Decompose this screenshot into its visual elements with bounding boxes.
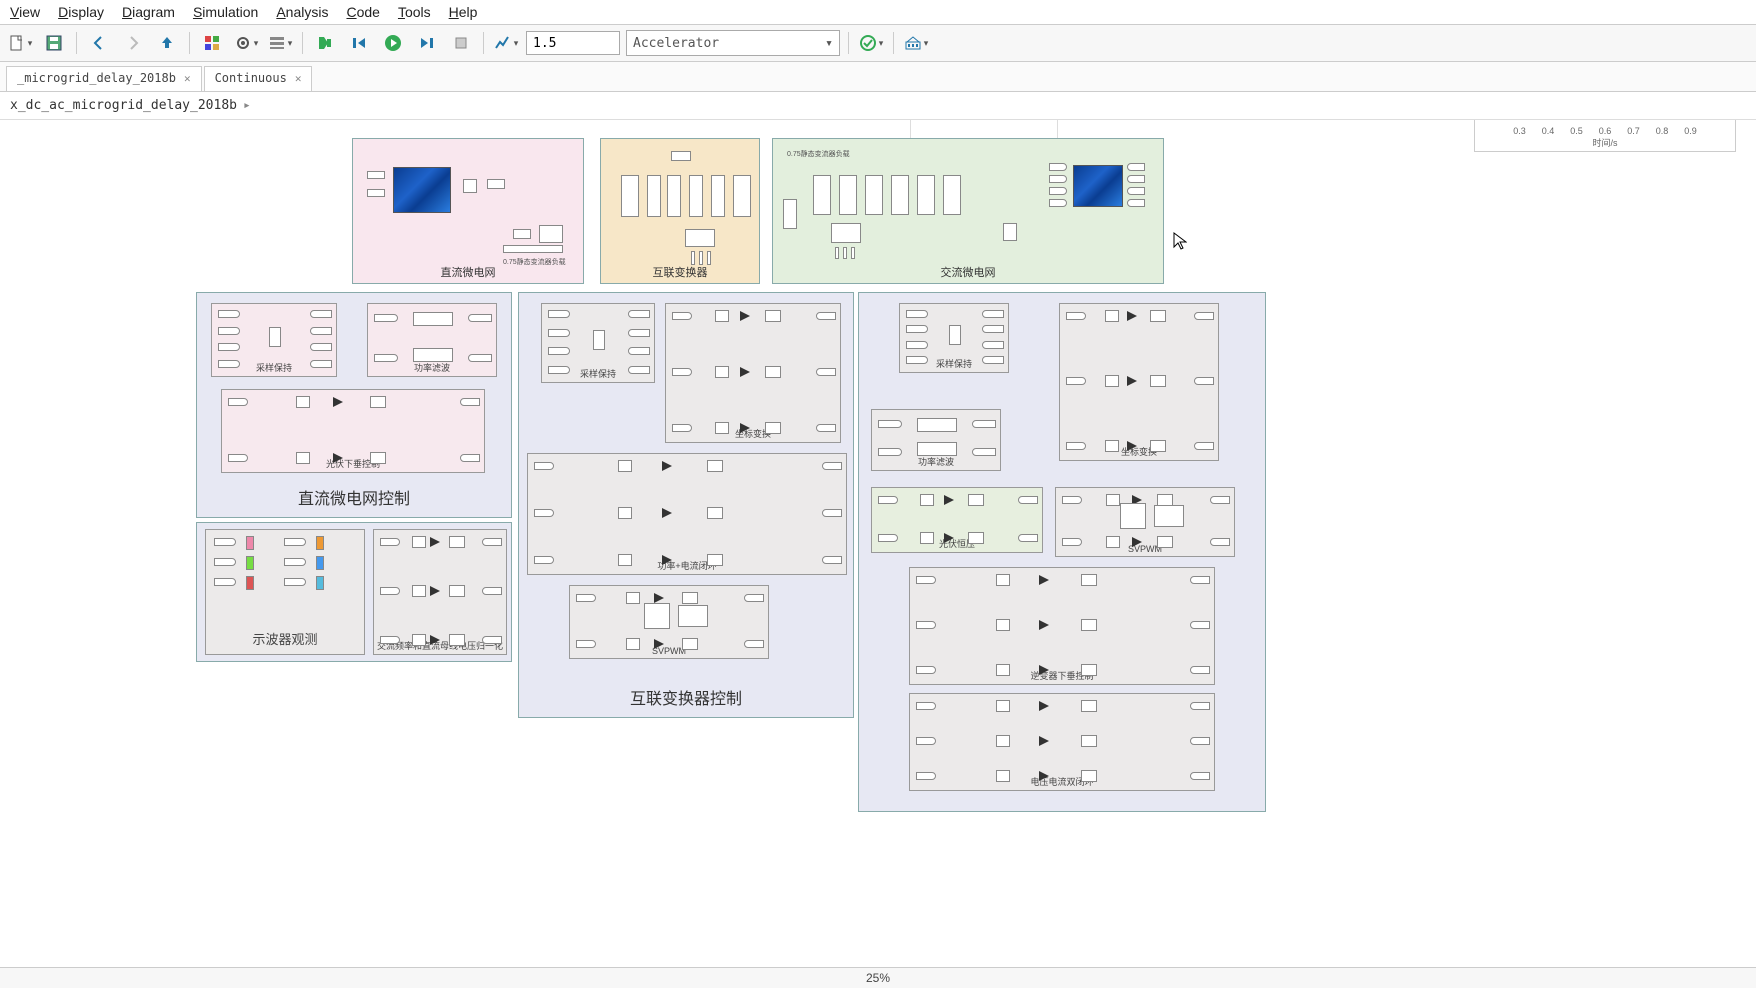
menu-view[interactable]: View <box>10 4 40 20</box>
block-label: 功率滤波 <box>872 455 1000 468</box>
tab-continuous-label: Continuous <box>215 71 287 85</box>
menu-simulation[interactable]: Simulation <box>193 4 258 20</box>
subsystem-label: 交流微电网 <box>773 264 1163 280</box>
step-forward-button[interactable] <box>413 29 441 57</box>
tab-model-label: _microgrid_delay_2018b <box>17 71 176 85</box>
block-交流频率和直流母线电压归一化[interactable]: 交流频率和直流母线电压归一化 <box>373 529 507 655</box>
model-config-button[interactable] <box>232 29 260 57</box>
scope-xlabel: 时间/s <box>1592 136 1617 149</box>
stop-button[interactable] <box>447 29 475 57</box>
back-button[interactable] <box>85 29 113 57</box>
sim-mode-select[interactable]: Accelerator <box>626 30 840 56</box>
block-SVPWM[interactable]: SVPWM <box>1055 487 1235 557</box>
panel-ac_ctrl[interactable]: 采样保持坐标变换功率滤波光伏恒压 SVPWM 逆变器下垂控制电压电流双闭环 <box>858 292 1266 812</box>
block-光伏下垂控制[interactable]: 光伏下垂控制 <box>221 389 485 473</box>
sim-mode-label: Accelerator <box>633 36 719 51</box>
cursor-icon <box>1173 232 1187 250</box>
block-电压电流双闭环[interactable]: 电压电流双闭环 <box>909 693 1215 791</box>
run-button[interactable] <box>379 29 407 57</box>
menu-code[interactable]: Code <box>346 4 379 20</box>
panel-scopepanel[interactable]: 示波器观测交流频率和直流母线电压归一化 <box>196 522 512 662</box>
block-采样保持[interactable]: 采样保持 <box>541 303 655 383</box>
panel-label: 直流微电网控制 <box>197 485 511 509</box>
block-label: 坐标变换 <box>666 427 840 440</box>
build-button[interactable] <box>902 29 930 57</box>
subsystem-dc_grid[interactable]: 直流微电网0.75静态变流器负载 <box>352 138 584 284</box>
status-bar: 25% <box>0 967 1756 988</box>
tab-model-close-icon[interactable]: ✕ <box>184 72 191 85</box>
block-label: 功率滤波 <box>368 361 496 374</box>
tab-continuous[interactable]: Continuous ✕ <box>204 66 313 91</box>
canvas[interactable]: 0.30.4 0.50.6 0.70.8 0.9 时间/s 直流微电网0.75静… <box>0 120 1756 940</box>
up-button[interactable] <box>153 29 181 57</box>
step-back-button[interactable] <box>345 29 373 57</box>
block-光伏恒压[interactable]: 光伏恒压 <box>871 487 1043 553</box>
model-explorer-button[interactable] <box>266 29 294 57</box>
breadcrumb-root[interactable]: x_dc_ac_microgrid_delay_2018b <box>10 98 237 113</box>
new-model-button[interactable] <box>6 29 34 57</box>
subsystem-label: 互联变换器 <box>601 264 759 280</box>
block-label: 功率+电流闭环 <box>528 559 846 572</box>
breadcrumb[interactable]: x_dc_ac_microgrid_delay_2018b ▸ <box>0 92 1756 120</box>
block-采样保持[interactable]: 采样保持 <box>899 303 1009 373</box>
block-逆变器下垂控制[interactable]: 逆变器下垂控制 <box>909 567 1215 685</box>
block-坐标变换[interactable]: 坐标变换 <box>1059 303 1219 461</box>
menu-diagram[interactable]: Diagram <box>122 4 175 20</box>
menu-tools[interactable]: Tools <box>398 4 431 20</box>
block-功率+电流闭环[interactable]: 功率+电流闭环 <box>527 453 847 575</box>
block-SVPWM[interactable]: SVPWM <box>569 585 769 659</box>
menu-bar: View Display Diagram Simulation Analysis… <box>0 0 1756 25</box>
data-inspector-button[interactable] <box>492 29 520 57</box>
subsystem-ac_grid[interactable]: 交流微电网0.75静态变流器负载 <box>772 138 1164 284</box>
panel-il_ctrl[interactable]: 互联变换器控制 采样保持坐标变换功率+电流闭环 SVPWM <box>518 292 854 718</box>
panel-label: 互联变换器控制 <box>519 685 853 709</box>
menu-analysis[interactable]: Analysis <box>276 4 328 20</box>
subsystem-interlink[interactable]: 互联变换器 <box>600 138 760 284</box>
block-label: 电压电流双闭环 <box>910 775 1214 788</box>
scope-window[interactable]: 0.30.4 0.50.6 0.70.8 0.9 时间/s <box>1474 120 1736 152</box>
block-label: 逆变器下垂控制 <box>910 669 1214 682</box>
tab-continuous-close-icon[interactable]: ✕ <box>295 72 302 85</box>
menu-display[interactable]: Display <box>58 4 104 20</box>
fast-restart-button[interactable] <box>311 29 339 57</box>
library-browser-button[interactable] <box>198 29 226 57</box>
breadcrumb-arrow-icon: ▸ <box>243 98 251 113</box>
check-model-button[interactable] <box>857 29 885 57</box>
toolbar: Accelerator <box>0 25 1756 62</box>
zoom-level[interactable]: 25% <box>866 971 890 985</box>
block-label: 示波器观测 <box>206 629 364 648</box>
scope-xticks: 0.30.4 0.50.6 0.70.8 0.9 <box>1513 126 1697 136</box>
tab-strip: _microgrid_delay_2018b ✕ Continuous ✕ <box>0 62 1756 92</box>
block-label: SVPWM <box>1056 544 1234 554</box>
block-label: SVPWM <box>570 646 768 656</box>
block-示波器观测[interactable]: 示波器观测 <box>205 529 365 655</box>
tab-model[interactable]: _microgrid_delay_2018b ✕ <box>6 66 202 91</box>
stop-time-input[interactable] <box>526 31 620 55</box>
block-坐标变换[interactable]: 坐标变换 <box>665 303 841 443</box>
forward-button[interactable] <box>119 29 147 57</box>
block-采样保持[interactable]: 采样保持 <box>211 303 337 377</box>
block-功率滤波[interactable]: 功率滤波 <box>871 409 1001 471</box>
menu-help[interactable]: Help <box>449 4 478 20</box>
panel-dc_ctrl[interactable]: 直流微电网控制 采样保持功率滤波光伏下垂控制 <box>196 292 512 518</box>
block-功率滤波[interactable]: 功率滤波 <box>367 303 497 377</box>
save-button[interactable] <box>40 29 68 57</box>
block-label: 光伏下垂控制 <box>222 457 484 470</box>
